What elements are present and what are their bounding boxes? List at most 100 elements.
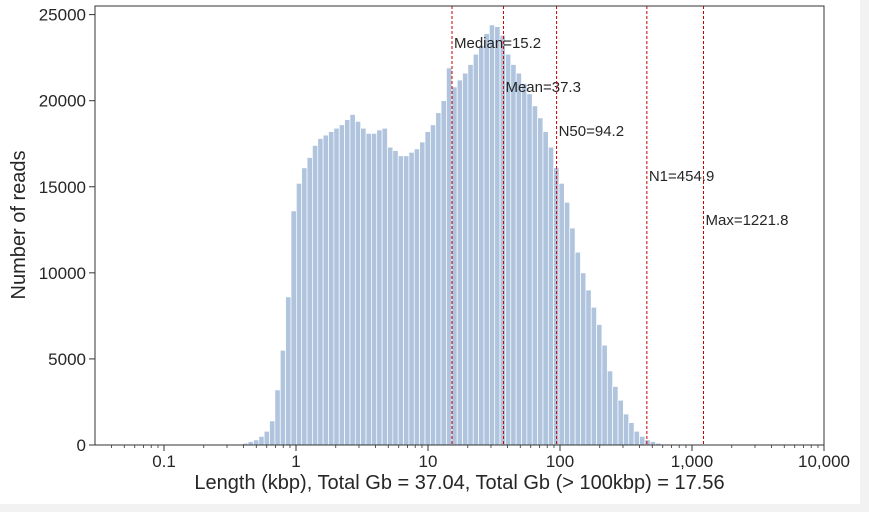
histogram-bar: [301, 167, 308, 446]
histogram-bar: [531, 105, 538, 446]
chart-figure: Median=15.2 Mean=37.3 N50=94.2 N1=454.9 Max=…: [0, 0, 860, 504]
histogram-bar: [580, 272, 587, 446]
y-tick-label: 20000: [39, 92, 86, 111]
y-axis-title: Number of reads: [8, 151, 30, 300]
histogram-bar: [617, 399, 624, 446]
y-tick-label: 0: [77, 436, 86, 455]
histogram-bar: [623, 413, 630, 446]
histogram-bar: [349, 114, 356, 446]
histogram-bar: [296, 182, 303, 446]
histogram-chart: Median=15.2 Mean=37.3 N50=94.2 N1=454.9 Max=…: [8, 5, 850, 494]
histogram-bar: [328, 131, 335, 446]
histogram-bar: [590, 306, 597, 446]
histogram-bar: [408, 151, 415, 446]
annotation-label: N50=94.2: [559, 123, 624, 140]
histogram-bar: [569, 227, 576, 446]
histogram-bar: [644, 439, 651, 446]
x-axis: 0.1 1 10 100 1,000 10,000: [111, 445, 850, 471]
histogram-bar: [338, 124, 345, 446]
histogram-bar: [285, 296, 292, 446]
annotation-label: Median=15.2: [454, 35, 541, 52]
histogram-bar: [472, 53, 479, 446]
histogram-bar: [558, 182, 565, 446]
histogram-bar: [333, 127, 340, 446]
y-tick-label: 15000: [39, 178, 86, 197]
histogram-bar: [633, 430, 640, 446]
histogram-bar: [564, 201, 571, 446]
histogram-bar: [435, 112, 442, 446]
y-tick-label: 5000: [48, 350, 86, 369]
x-tick-label: 0.1: [152, 452, 176, 471]
histogram-bar: [467, 64, 474, 446]
histogram-bar: [247, 441, 254, 446]
histogram-bar: [478, 45, 485, 446]
histogram-bar: [397, 155, 404, 446]
histogram-bar: [446, 67, 453, 446]
histogram-bar: [263, 430, 270, 446]
x-axis-title: Length (kbp), Total Gb = 37.04, Total Gb…: [194, 472, 724, 494]
annotation-lines-layer: Median=15.2 Mean=37.3 N50=94.2 N1=454.9 Max=…: [451, 6, 788, 445]
histogram-bar: [253, 439, 260, 446]
histogram-bar: [547, 146, 555, 446]
histogram-bar: [365, 133, 372, 446]
histogram-bar: [376, 129, 383, 446]
y-axis: 0 5000 10000 15000 20000 25000: [39, 6, 95, 455]
x-tick-label: 10,000: [798, 452, 850, 471]
x-tick-label: 100: [546, 452, 574, 471]
histogram-bar: [526, 93, 533, 446]
histogram-bar: [574, 251, 581, 446]
histogram-bar: [456, 79, 463, 446]
histogram-bar: [269, 420, 276, 446]
histogram-bar: [387, 146, 394, 446]
histogram-bar: [413, 148, 420, 446]
histogram-bar: [360, 127, 367, 446]
histogram-bar: [424, 131, 431, 446]
histogram-bar: [419, 141, 426, 446]
histogram-bar: [628, 422, 635, 446]
histogram-bar: [279, 349, 286, 446]
histogram-bar: [596, 324, 603, 446]
annotation-label: Max=1221.8: [705, 212, 788, 229]
histogram-bar: [392, 150, 399, 446]
bars-layer: [237, 24, 667, 446]
histogram-bar: [306, 157, 313, 446]
x-tick-label: 1: [291, 452, 300, 471]
histogram-bar: [515, 72, 522, 446]
plot-frame: [94, 5, 825, 446]
histogram-bar: [371, 133, 378, 446]
histogram-bar: [354, 120, 362, 446]
histogram-bar: [542, 131, 549, 446]
histogram-bar: [258, 436, 265, 446]
histogram-bar: [451, 86, 458, 446]
histogram-bar: [612, 386, 619, 446]
histogram-bar: [344, 119, 351, 446]
histogram-bar: [381, 127, 388, 446]
histogram-bar: [521, 83, 528, 446]
y-tick-label: 25000: [39, 6, 86, 25]
annotation-label: N1=454.9: [649, 168, 714, 185]
histogram-bar: [322, 134, 329, 446]
y-tick-label: 10000: [39, 264, 86, 283]
histogram-bar: [601, 344, 608, 446]
x-tick-label: 10: [419, 452, 438, 471]
histogram-bar: [585, 289, 592, 446]
annotation-label: Mean=37.3: [505, 79, 580, 96]
histogram-bar: [430, 124, 437, 446]
histogram-bar: [494, 26, 501, 446]
histogram-bar: [290, 210, 297, 446]
histogram-bar: [510, 64, 517, 446]
histogram-bar: [274, 389, 281, 446]
histogram-bar: [499, 34, 506, 446]
histogram-bar: [488, 24, 496, 446]
histogram-bar: [317, 138, 324, 446]
histogram-bar: [537, 117, 544, 446]
histogram-bar: [312, 145, 319, 446]
histogram-bar: [440, 100, 447, 446]
histogram-bar: [649, 441, 656, 446]
histogram-bar: [606, 370, 614, 446]
histogram-bar: [639, 436, 646, 446]
histogram-bar: [403, 155, 410, 446]
histogram-bar: [483, 33, 490, 446]
histogram-bar: [462, 72, 469, 446]
x-tick-label: 1,000: [671, 452, 714, 471]
